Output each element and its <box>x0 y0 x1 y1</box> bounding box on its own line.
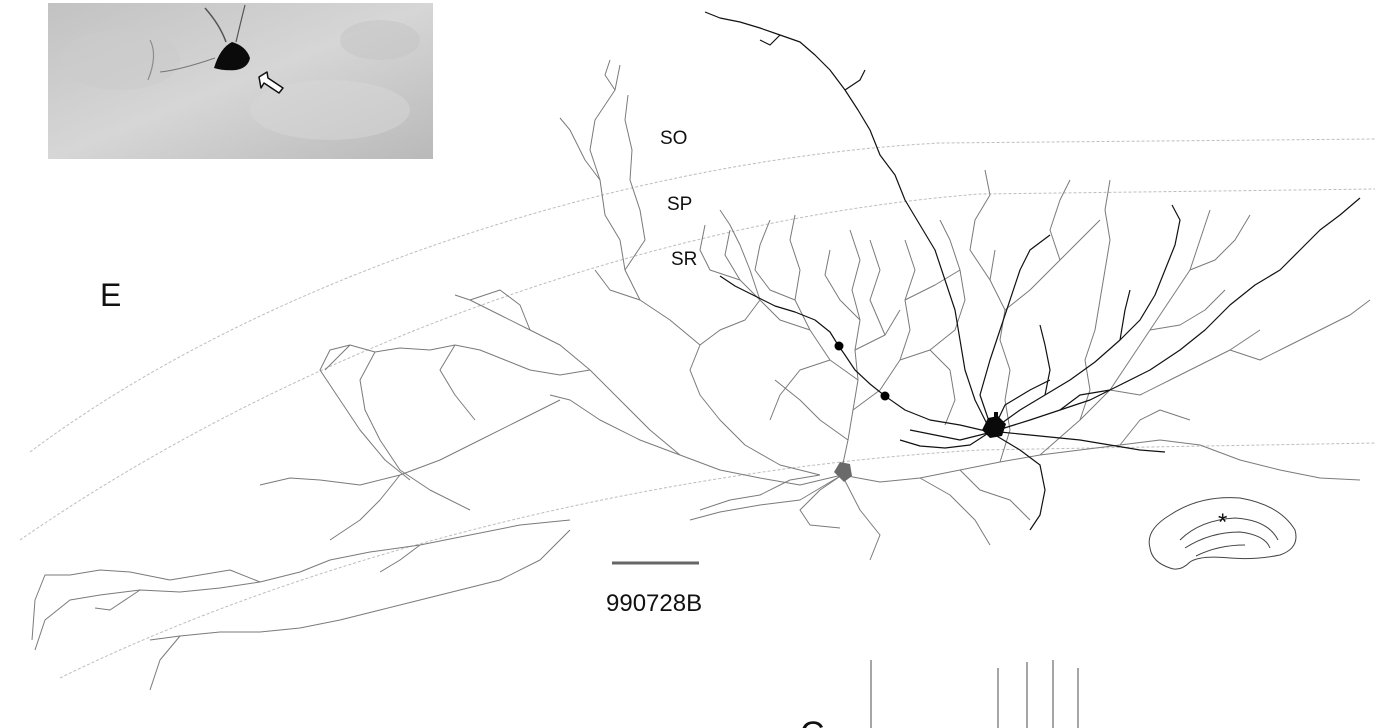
sp-upper-boundary <box>19 188 1375 541</box>
dark-soma <box>982 416 1006 438</box>
sp-lower-boundary <box>59 442 1375 679</box>
layer-boundaries <box>19 138 1375 679</box>
schematic-asterisk: * <box>1218 509 1227 536</box>
photomicrograph-inset <box>48 3 433 159</box>
contact-bouton-upper <box>834 341 844 351</box>
contact-bouton-lower <box>880 391 890 401</box>
panel-letter: E <box>100 277 121 313</box>
so-boundary <box>29 138 1375 453</box>
grey-neuron <box>31 59 1371 691</box>
layer-label-sr: SR <box>671 249 697 270</box>
hollow-arrow-icon <box>258 71 284 94</box>
hippocampus-schematic <box>1148 497 1297 570</box>
dark-soma-process <box>994 412 998 420</box>
dark-neuron <box>704 11 1361 531</box>
cell-id-label: 990728B <box>606 590 702 617</box>
partial-panel-letter: C <box>800 715 825 728</box>
layer-label-so: SO <box>660 128 687 149</box>
photographed-soma <box>214 42 250 71</box>
next-panel-traces <box>870 660 1079 728</box>
layer-label-sp: SP <box>667 194 692 215</box>
grey-soma <box>834 462 852 482</box>
